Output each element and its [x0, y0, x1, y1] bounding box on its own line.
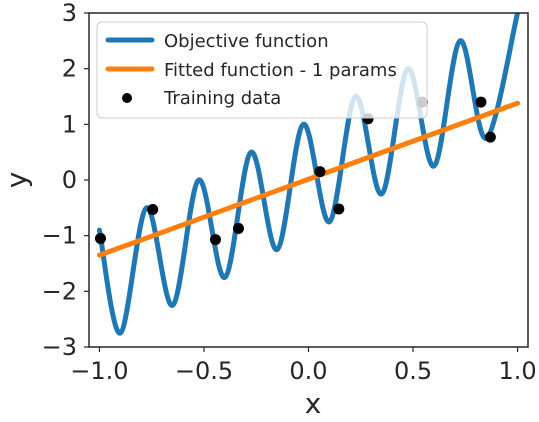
y-tick-label: −2	[42, 277, 77, 305]
x-axis-label: x	[305, 387, 322, 420]
training-data-point	[232, 222, 244, 234]
training-data-point	[484, 131, 496, 143]
y-axis-label: y	[0, 172, 33, 189]
x-tick-label: −1.0	[70, 357, 128, 385]
y-tick-label: 1	[62, 110, 77, 138]
scatter-points	[94, 96, 496, 246]
legend-label-objective: Objective function	[164, 31, 329, 52]
y-tick-label: −3	[42, 333, 77, 361]
legend-marker-training	[122, 93, 132, 103]
training-data-point	[209, 234, 221, 246]
y-tick-label: −1	[42, 222, 77, 250]
series-line-1	[96, 100, 521, 258]
legend: Objective function Fitted function - 1 p…	[96, 21, 428, 119]
y-tick-label: 2	[62, 55, 77, 83]
training-data-point	[333, 203, 345, 215]
legend-label-training: Training data	[163, 88, 281, 109]
x-tick-label: 0.0	[289, 357, 327, 385]
plot-frame	[88, 12, 529, 348]
legend-label-fitted: Fitted function - 1 params	[164, 60, 397, 81]
axis-ticks: −1.0 −0.5 0.0 0.5 1.0 −3 −2 −1 0 1 2 3	[42, 0, 537, 385]
y-tick-label: 3	[62, 0, 77, 27]
legend-box	[96, 21, 428, 119]
plot-lines	[96, 13, 521, 336]
training-data-point	[94, 232, 106, 244]
x-tick-label: −0.5	[175, 357, 233, 385]
training-data-point	[475, 96, 487, 108]
x-tick-label: 0.5	[394, 357, 432, 385]
training-data-point	[314, 166, 326, 178]
training-data-point	[147, 204, 159, 216]
series-line-0	[96, 13, 521, 336]
y-tick-label: 0	[62, 166, 77, 194]
x-tick-label: 1.0	[498, 357, 536, 385]
